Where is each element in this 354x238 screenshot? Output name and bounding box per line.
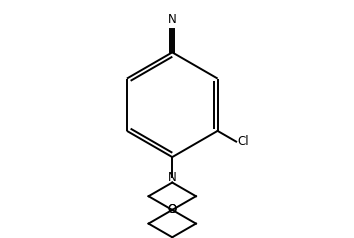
Text: Cl: Cl — [238, 135, 250, 148]
Text: O: O — [167, 203, 177, 216]
Text: O: O — [167, 203, 177, 216]
Text: N: N — [168, 13, 177, 26]
Text: N: N — [168, 171, 177, 184]
